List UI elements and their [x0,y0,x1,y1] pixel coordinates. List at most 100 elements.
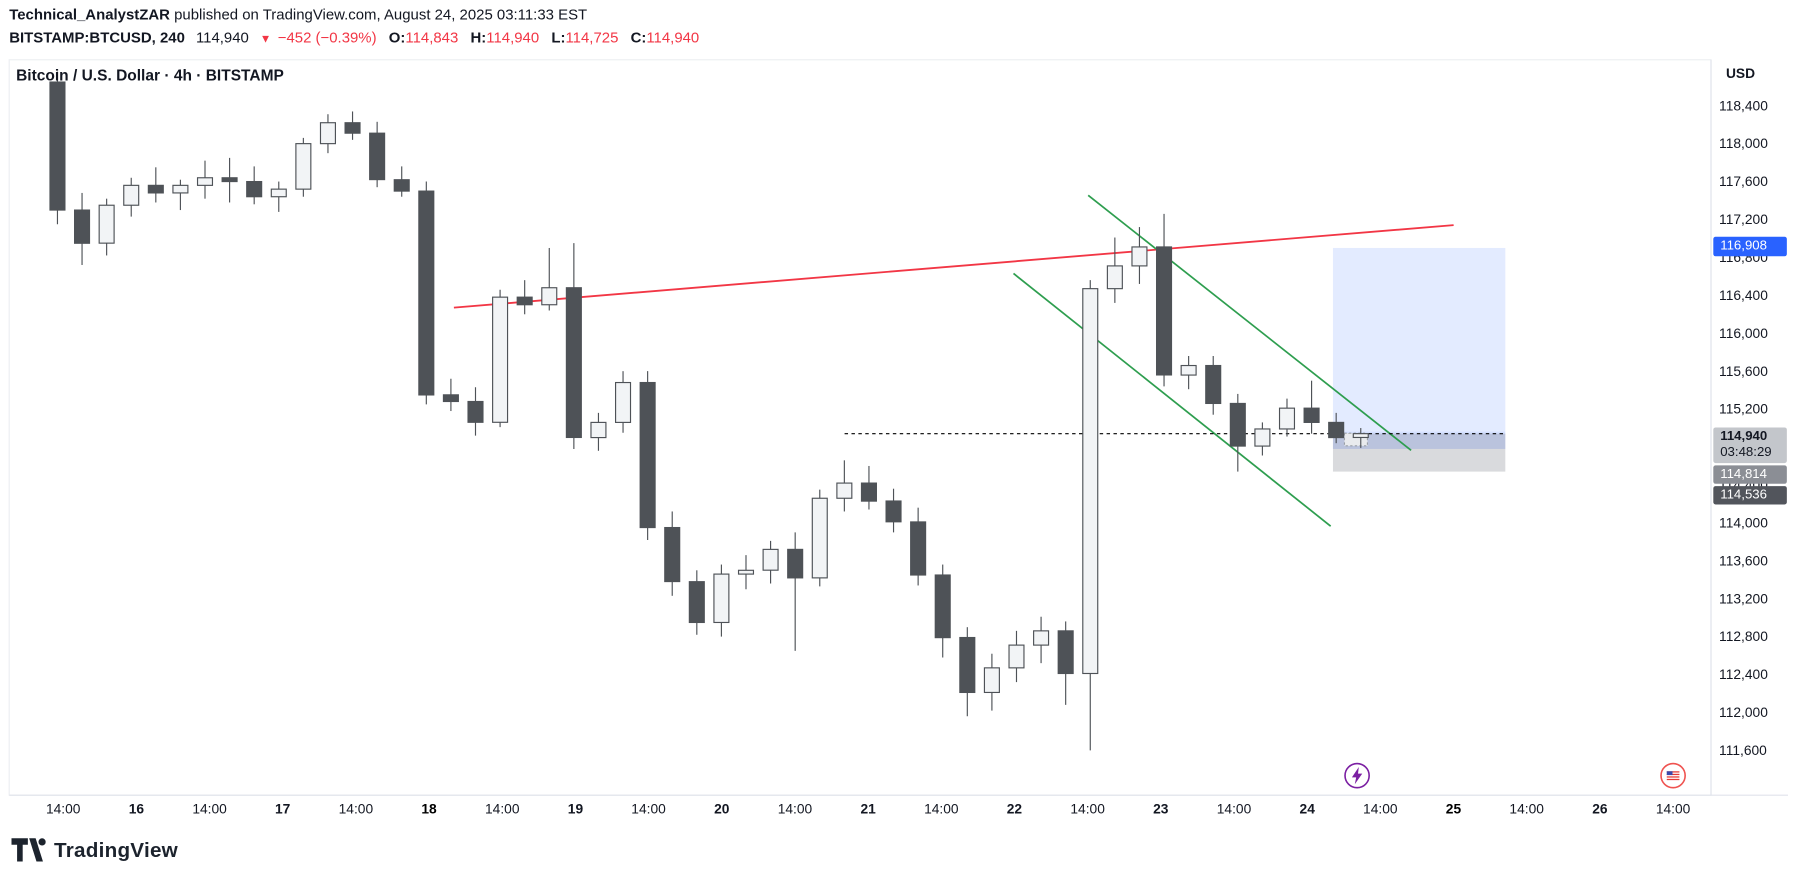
open-value: 114,843 [405,28,459,46]
price-tick-label: 116,400 [1719,287,1768,304]
candle [1205,355,1222,415]
candle [196,160,214,199]
chart-legend[interactable]: Bitcoin / U.S. Dollar · 4h · BITSTAMP [16,66,284,84]
time-axis-label: 21 [860,800,876,818]
symbol-text[interactable]: BITSTAMP:BTCUSD, 240 [9,28,185,46]
open-label: O: [388,28,406,46]
timeline-markers-layer [1344,762,1686,789]
lightning-icon [1351,767,1363,785]
candle [737,555,755,590]
candles-layer [49,71,1369,751]
candle [319,114,336,154]
candle [344,111,361,140]
time-axis-label: 24 [1299,800,1315,818]
price-tick-label: 113,600 [1719,552,1768,569]
time-axis-label: 18 [421,800,437,818]
candle [1033,616,1050,664]
close-value: 114,940 [646,28,700,46]
byline: Technical_AnalystZAR published on Tradin… [9,6,587,23]
idea-marker[interactable] [1344,762,1370,789]
green-channel-lower[interactable] [1012,272,1332,527]
candle [1106,237,1123,303]
time-axis-label: 14:00 [45,800,81,818]
level-badge-114536: 114,536 [1713,486,1787,505]
candle [393,166,410,197]
candle [467,387,484,436]
candle [1303,380,1320,434]
candle [614,371,632,433]
time-axis-label: 14:00 [485,800,520,818]
price-tick-label: 117,600 [1719,173,1768,190]
candle [147,167,164,203]
currency-label[interactable]: USD [1725,65,1756,82]
tradingview-wordmark: TradingView [54,838,179,862]
candle [369,121,386,188]
candle [934,564,951,658]
green-channel-upper[interactable] [1087,194,1412,452]
candle [541,247,558,311]
time-axis-label: 26 [1592,800,1608,818]
down-arrow-icon: ▼ [259,33,272,46]
time-axis-label: 14:00 [631,800,666,818]
projection-box-blue[interactable] [1332,247,1506,432]
projection-box-blue-strip[interactable] [1332,431,1506,449]
time-axis-label: 14:00 [1509,800,1544,818]
candle [590,412,607,451]
candle [762,540,779,584]
time-axis-label: 14:00 [1655,800,1691,818]
candle [221,157,238,203]
time-axis-label: 14:00 [338,800,374,818]
price-tick-label: 115,200 [1719,401,1768,418]
current-price-badge: 116,908 [1713,236,1787,257]
red-trendline[interactable] [453,224,1454,309]
candle [1254,422,1271,456]
candle [492,289,509,428]
price-tick-label: 111,600 [1719,742,1767,759]
tradingview-logo[interactable]: TradingView [11,838,178,863]
time-axis-label: 14:00 [192,800,227,818]
price-scale[interactable]: USD 118,400 118,000 117,600 117,200 116,800 1… [1712,0,1795,872]
time-axis-label: 23 [1153,800,1169,818]
price-tick-label: 116,000 [1719,325,1768,342]
time-axis-label: 25 [1445,800,1462,818]
price-tick-label: 113,200 [1719,590,1768,607]
candle [1328,412,1345,444]
price-change: −452 (−0.39%) [277,28,377,46]
candle [49,71,66,225]
bar-close-countdown: 03:48:29 [1720,445,1772,460]
candle [295,137,312,197]
level-badge-114814: 114,814 [1713,465,1787,484]
time-axis-label: 20 [714,800,730,818]
candle [74,192,91,265]
price-tick-label: 118,400 [1719,97,1768,114]
close-label: C: [630,28,647,46]
candle [98,198,115,256]
low-label: L: [551,28,566,46]
candle [1131,227,1148,284]
author-name[interactable]: Technical_AnalystZAR [9,5,170,23]
time-scale[interactable]: 14:00 16 14:00 17 14:00 18 14:00 19 14:00 20 14:00… [0,801,1796,822]
tradingview-logo-icon [11,838,46,862]
low-value: 114,725 [565,28,619,46]
time-axis-label: 14:00 [1070,800,1105,818]
trendlines-layer [453,194,1506,527]
high-label: H: [470,28,487,46]
candle [270,181,287,212]
time-axis-label: 14:00 [924,800,959,818]
candle [1008,630,1025,683]
us-flag-icon [1666,771,1680,781]
candle [664,511,681,596]
candle [983,653,1000,711]
candle [836,460,853,512]
candle [172,179,189,211]
last-price-value: 114,940 [1720,429,1768,444]
economic-event-marker[interactable] [1660,762,1686,789]
high-value: 114,940 [486,28,540,46]
candle [1180,355,1197,390]
candle [885,488,902,533]
candle [565,243,582,449]
candle [418,181,435,405]
candle [713,564,730,637]
